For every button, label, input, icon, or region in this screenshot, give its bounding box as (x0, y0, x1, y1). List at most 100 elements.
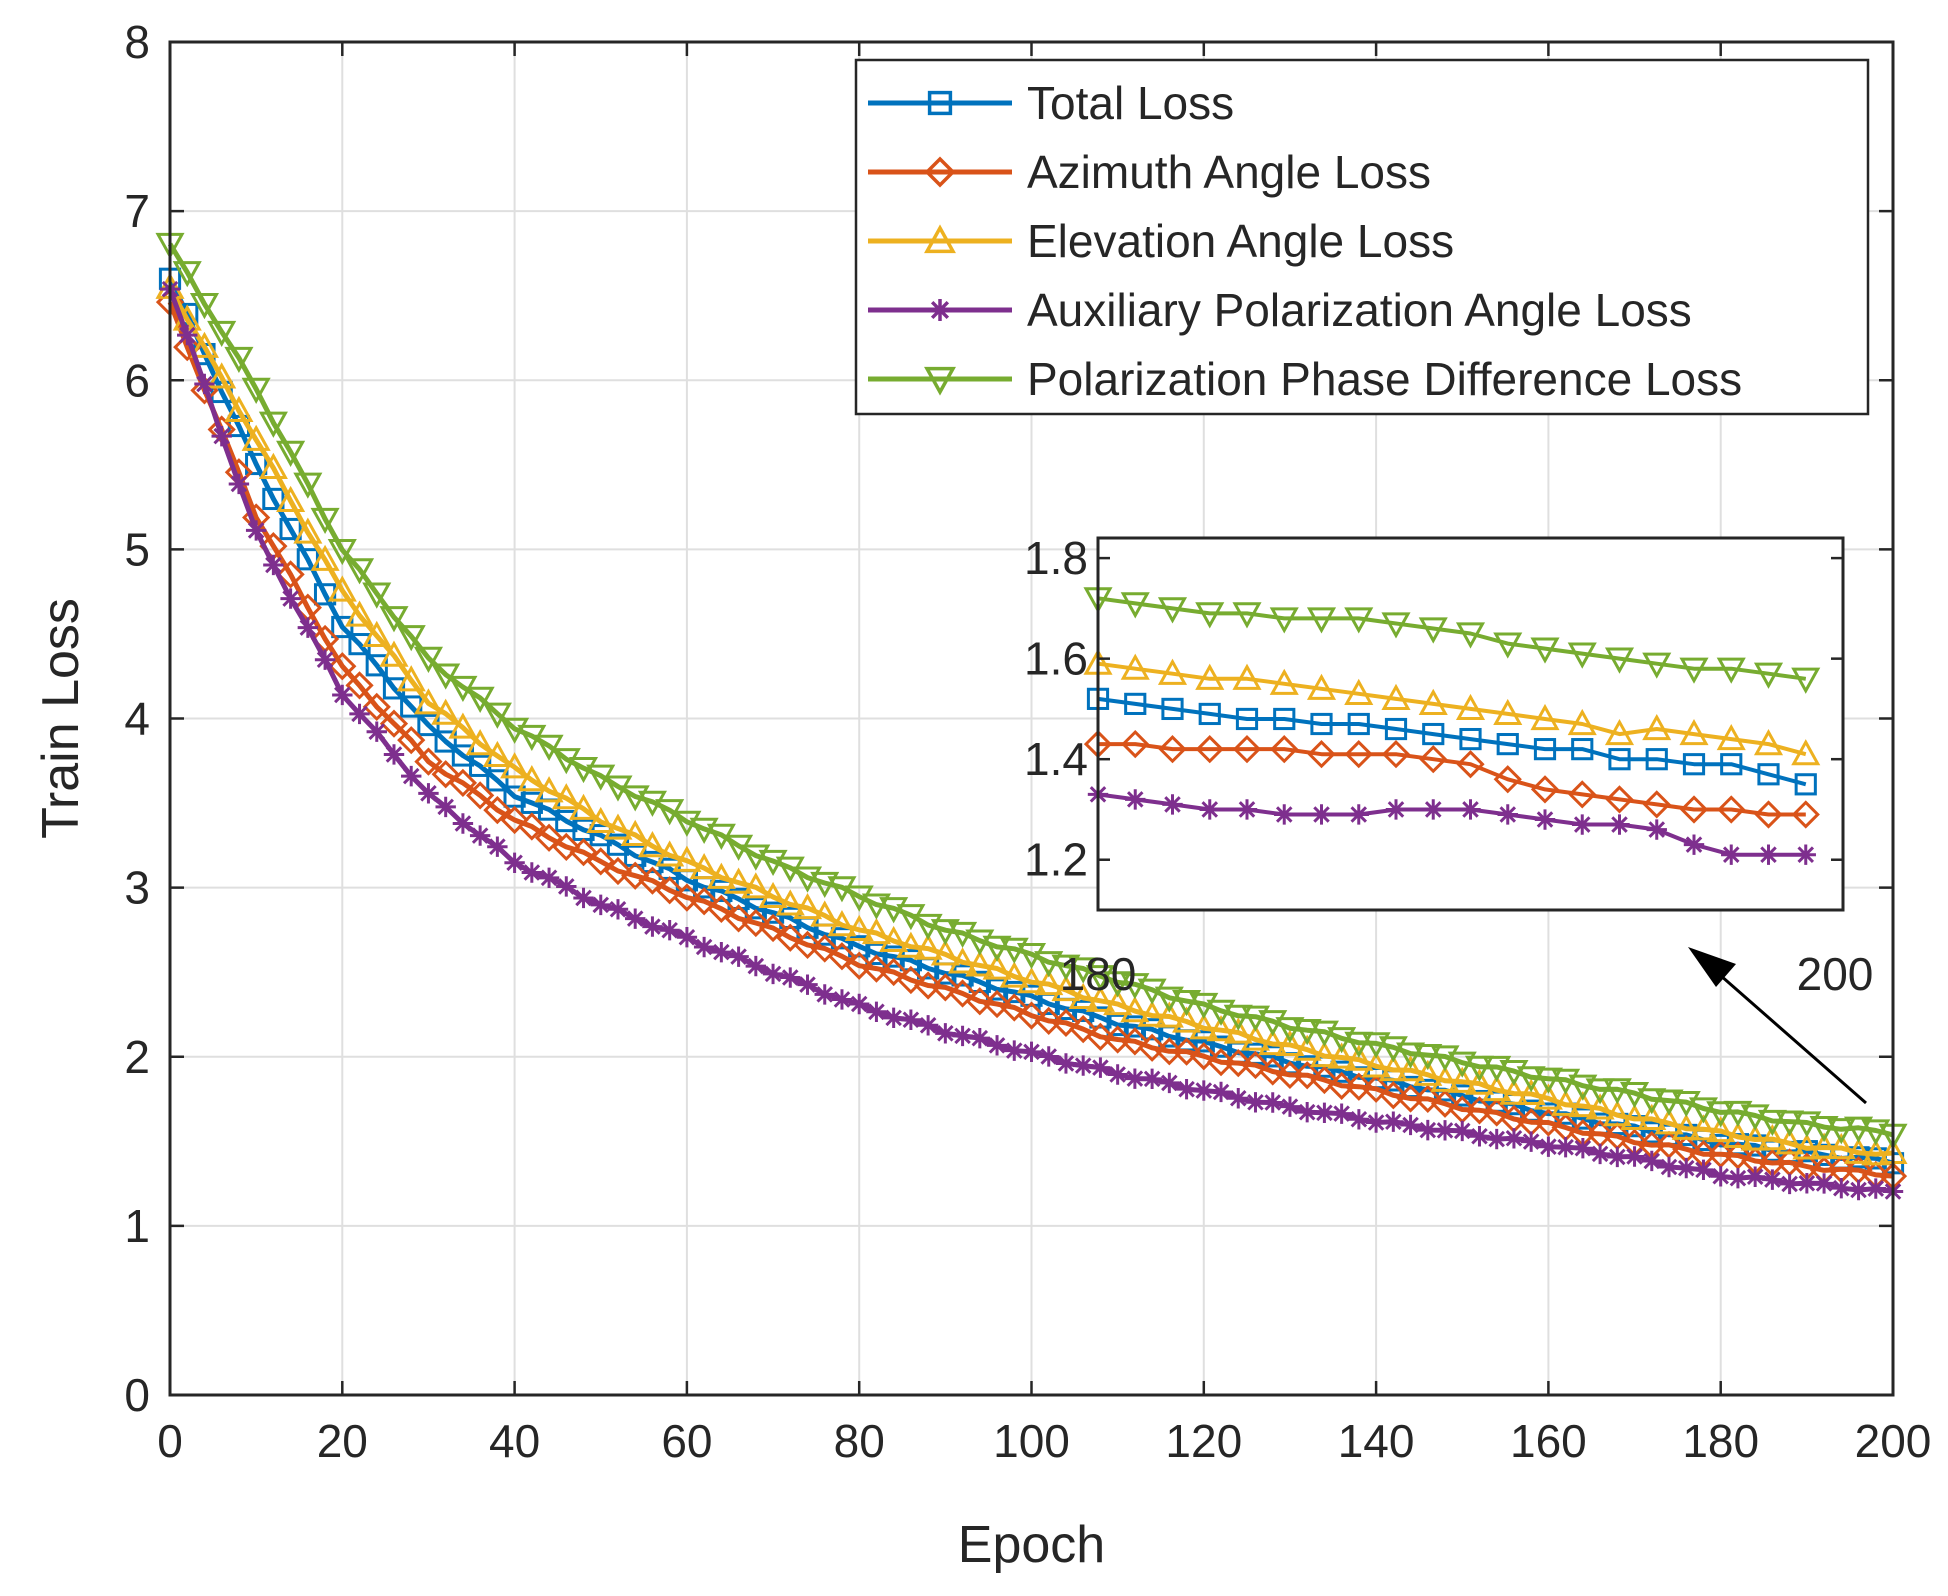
zoom-arrow-shaft (1711, 966, 1867, 1105)
data-point-marker (551, 783, 581, 810)
series-auxiliary-polarization-angle-loss (159, 278, 1904, 1202)
data-point-marker (1381, 612, 1411, 639)
data-point-marker (173, 333, 202, 362)
data-point-marker (672, 883, 702, 912)
data-point-marker (1585, 1078, 1615, 1105)
data-point-marker (1447, 1051, 1477, 1078)
data-point-marker (1157, 658, 1188, 685)
data-point-marker (344, 600, 375, 627)
data-point-marker (1137, 1000, 1167, 1027)
legend-item: Azimuth Angle Loss (868, 146, 1431, 198)
data-point-marker (487, 836, 508, 857)
data-point-marker (1085, 965, 1115, 992)
data-point-marker (1499, 1078, 1529, 1105)
data-point-marker (924, 224, 956, 254)
data-point-marker (1051, 974, 1081, 1002)
data-point-marker (762, 963, 784, 985)
data-point-marker (1602, 1078, 1632, 1105)
data-point-marker (1795, 844, 1816, 865)
data-point-marker (1206, 1015, 1236, 1042)
data-point-marker (1344, 1044, 1374, 1071)
data-point-marker (1533, 1083, 1563, 1110)
data-point-marker (1121, 729, 1150, 759)
data-point-marker (262, 487, 285, 511)
data-point-marker (276, 440, 306, 468)
data-point-marker (1609, 814, 1630, 835)
data-point-marker (521, 862, 543, 883)
inset-background (1098, 538, 1843, 910)
data-point-marker (207, 320, 237, 348)
data-point-marker (1413, 1044, 1443, 1071)
data-point-marker (1172, 1006, 1202, 1033)
data-point-marker (1620, 1103, 1650, 1131)
y-tick-label: 3 (124, 862, 150, 914)
data-point-marker (969, 1027, 991, 1049)
data-point-marker (1347, 712, 1370, 736)
data-point-marker (1344, 1031, 1374, 1058)
data-point-marker (1232, 663, 1262, 690)
data-point-marker (1016, 967, 1047, 994)
data-point-marker (1365, 1112, 1387, 1133)
data-point-marker (844, 914, 874, 942)
data-point-marker (1641, 1150, 1662, 1172)
data-point-marker (1210, 1081, 1232, 1103)
data-point-marker (1314, 1102, 1335, 1124)
data-point-marker (758, 881, 788, 909)
data-point-marker (1306, 607, 1337, 634)
data-point-marker (1378, 1054, 1408, 1082)
data-point-marker (1273, 707, 1296, 731)
data-point-marker (1310, 712, 1333, 736)
data-point-marker (965, 950, 995, 977)
data-point-marker (379, 709, 409, 738)
data-point-marker (1085, 985, 1115, 1012)
data-point-marker (276, 485, 306, 513)
data-point-marker (707, 894, 736, 923)
data-point-marker (1826, 1132, 1856, 1160)
data-point-marker (1309, 1040, 1339, 1068)
data-point-marker (1396, 1055, 1426, 1082)
data-point-marker (1154, 986, 1184, 1013)
data-point-marker (1620, 1082, 1650, 1109)
data-point-marker (279, 517, 302, 541)
data-point-marker (1236, 799, 1258, 820)
data-point-marker (1624, 1146, 1645, 1167)
data-point-marker (641, 850, 664, 874)
inset-x-tick-label-start: 180 (1060, 948, 1137, 1000)
data-point-marker (1223, 1017, 1253, 1044)
series-polarization-phase-difference-loss (155, 232, 1908, 1150)
data-point-marker (1555, 1136, 1576, 1158)
data-point-marker (659, 920, 680, 941)
legend-label: Azimuth Angle Loss (1027, 146, 1431, 198)
data-point-marker (924, 366, 956, 396)
data-point-marker (1671, 1091, 1701, 1118)
data-point-marker (417, 713, 440, 737)
data-point-marker (1383, 1111, 1404, 1132)
data-point-marker (1727, 1168, 1749, 1189)
data-point-marker (469, 825, 491, 846)
data-point-marker (896, 931, 926, 958)
data-point-marker (1682, 753, 1706, 776)
data-point-marker (638, 866, 667, 895)
data-point-marker (1120, 1027, 1150, 1056)
x-tick-label: 140 (1338, 1415, 1415, 1467)
y-tick-label: 7 (124, 185, 150, 237)
data-point-marker (1455, 622, 1486, 649)
data-point-marker (982, 935, 1012, 962)
data-point-marker (845, 951, 874, 980)
data-point-marker (435, 796, 456, 818)
data-point-marker (1348, 804, 1369, 825)
data-point-marker (1493, 632, 1523, 659)
x-tick-label: 60 (661, 1415, 712, 1467)
data-point-marker (465, 729, 495, 756)
data-point-marker (711, 941, 732, 963)
data-point-marker (1381, 683, 1411, 710)
data-point-marker (724, 904, 753, 933)
data-point-marker (556, 876, 577, 897)
data-point-marker (1688, 1097, 1719, 1124)
data-point-marker (672, 845, 702, 872)
data-point-marker (1072, 1055, 1094, 1076)
data-point-marker (1154, 1001, 1184, 1028)
data-point-marker (1423, 799, 1444, 820)
data-point-marker (797, 974, 818, 995)
data-point-marker (1385, 799, 1407, 820)
